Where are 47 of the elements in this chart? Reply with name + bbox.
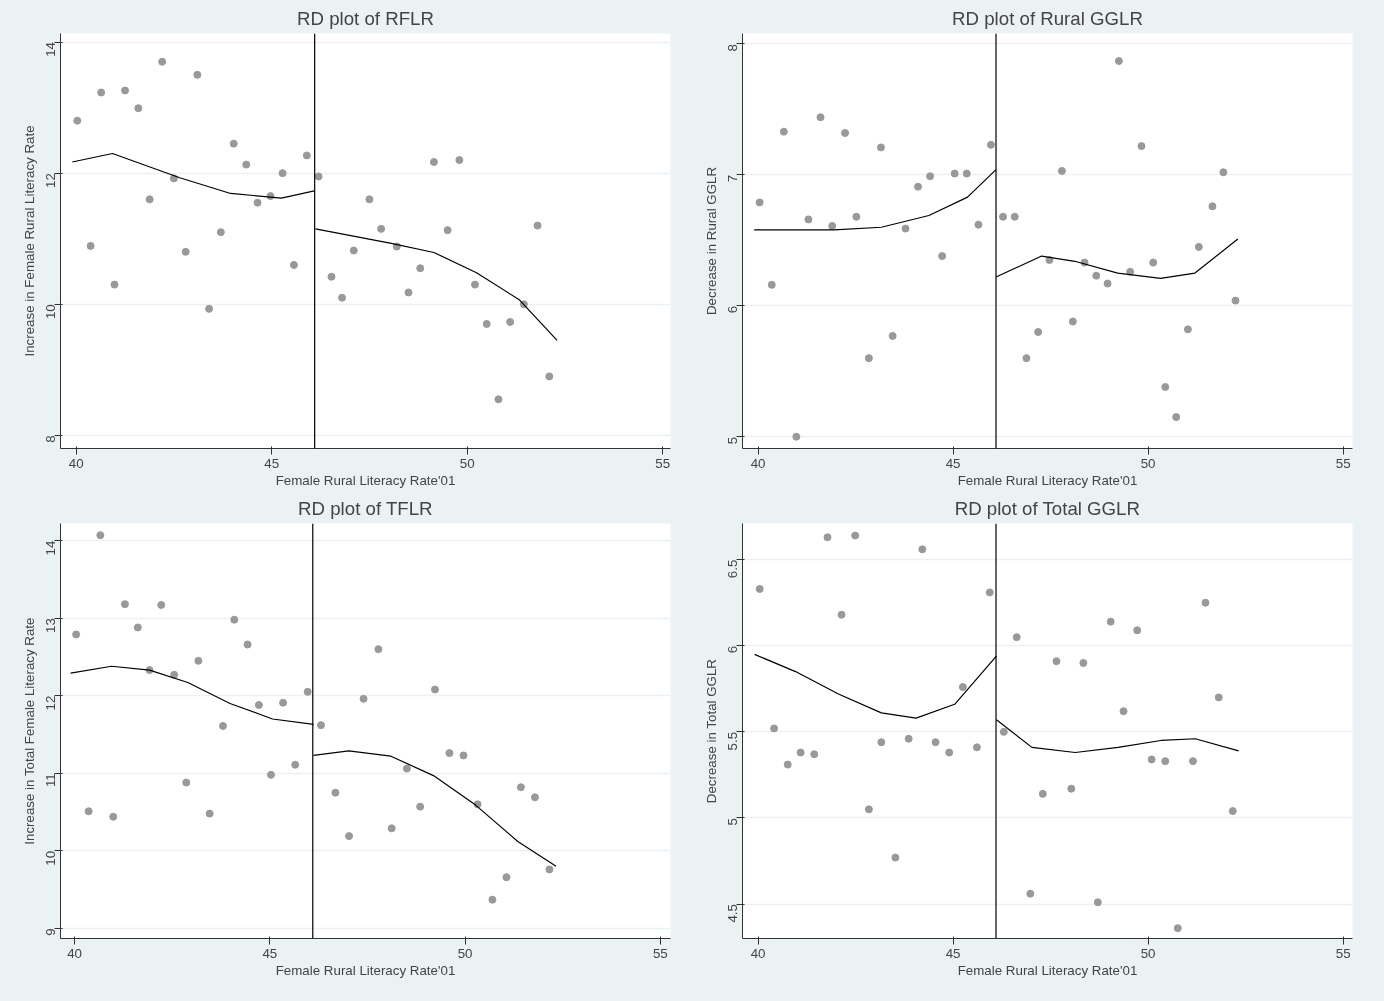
chart-title: RD plot of Total GGLR <box>954 497 1140 519</box>
x-tick-label: 50 <box>1140 455 1156 471</box>
y-tick-label: 14 <box>43 539 58 556</box>
x-axis-title: Female Rural Literacy Rate'01 <box>957 472 1138 488</box>
x-tick-label: 45 <box>945 455 961 471</box>
y-tick-label: 12 <box>43 173 58 188</box>
y-axis-title: Increase in Total Female Literacy Rate <box>21 617 37 845</box>
y-tick-label: 5 <box>725 817 740 826</box>
y-tick-label: 9 <box>43 928 58 936</box>
y-tick-label: 7 <box>725 174 740 183</box>
y-tick-label: 4.5 <box>725 904 740 923</box>
y-tick-label: 11 <box>43 773 58 788</box>
x-tick-label: 50 <box>459 455 475 471</box>
y-tick-label: 8 <box>725 43 740 52</box>
x-axis-title: Female Rural Literacy Rate'01 <box>957 962 1138 978</box>
x-axis-title: Female Rural Literacy Rate'01 <box>275 472 456 488</box>
y-axis-title: Decrease in Rural GGLR <box>703 166 719 316</box>
y-tick-label: 10 <box>43 850 58 866</box>
y-tick-label: 5 <box>725 436 740 445</box>
x-tick-label: 55 <box>1335 945 1351 961</box>
x-tick-label: 40 <box>750 455 766 471</box>
x-axis-title: Female Rural Literacy Rate'01 <box>275 962 456 978</box>
chart-title: RD plot of TFLR <box>298 497 433 519</box>
x-tick-label: 40 <box>750 945 766 961</box>
y-tick-label: 6 <box>725 305 740 314</box>
y-tick-label: 5.5 <box>725 731 740 751</box>
x-tick-label: 50 <box>1140 945 1156 961</box>
y-tick-label: 13 <box>43 618 58 633</box>
x-tick-label: 55 <box>655 455 671 471</box>
x-tick-label: 45 <box>945 945 961 961</box>
x-tick-label: 55 <box>652 945 668 961</box>
y-tick-label: 14 <box>43 41 58 57</box>
x-tick-label: 45 <box>262 945 278 961</box>
y-tick-label: 12 <box>43 695 58 711</box>
y-tick-label: 6 <box>725 645 740 654</box>
y-axis-title: Decrease in Total GGLR <box>703 659 719 804</box>
y-tick-label: 10 <box>43 304 58 320</box>
x-tick-label: 40 <box>67 945 82 961</box>
x-tick-label: 50 <box>457 945 473 961</box>
x-tick-label: 55 <box>1335 455 1351 471</box>
y-tick-label: 6.5 <box>725 559 740 579</box>
x-tick-label: 40 <box>68 455 84 471</box>
y-tick-label: 8 <box>43 435 58 443</box>
chart-title: RD plot of RFLR <box>297 7 434 29</box>
y-axis-title: Increase in Female Rural Literacy Rate <box>21 125 37 357</box>
x-tick-label: 45 <box>264 455 280 471</box>
chart-title: RD plot of Rural GGLR <box>952 7 1143 29</box>
